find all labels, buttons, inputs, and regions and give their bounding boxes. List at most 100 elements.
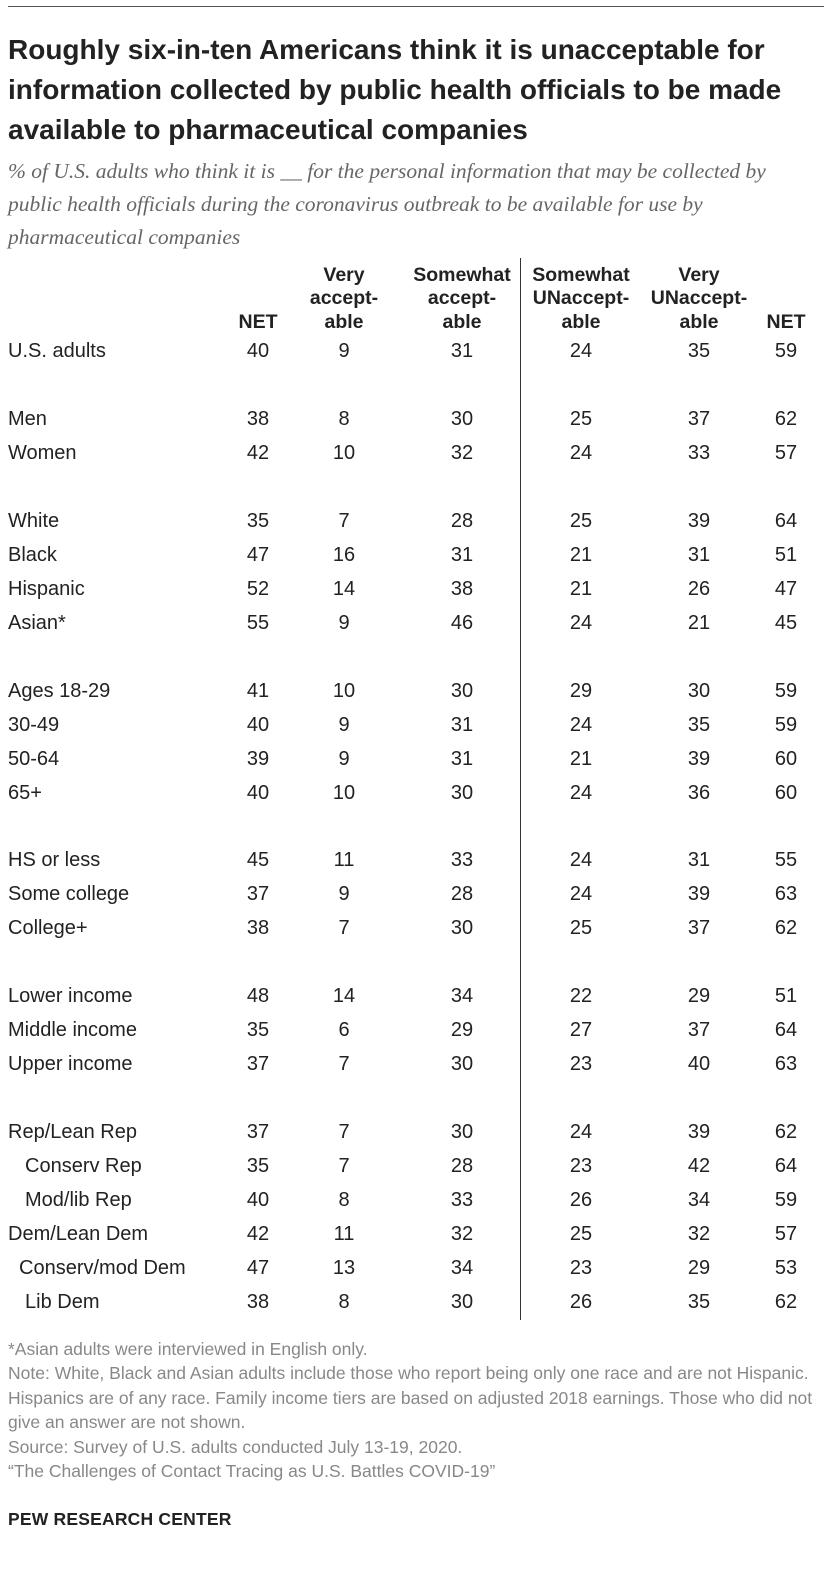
note-text: Note: White, Black and Asian adults incl… xyxy=(8,1363,813,1433)
data-cell: 34 xyxy=(450,1257,474,1279)
data-cell: 16 xyxy=(332,544,356,566)
data-cell: 47 xyxy=(774,578,798,600)
row-label-white: White xyxy=(8,510,60,532)
data-cell: 9 xyxy=(338,883,350,905)
report-title: “The Challenges of Contact Tracing as U.… xyxy=(8,1461,496,1482)
data-cell: 30 xyxy=(450,680,474,702)
data-cell: 62 xyxy=(774,917,798,939)
data-cell: 26 xyxy=(569,1189,593,1211)
data-cell: 38 xyxy=(246,917,270,939)
data-cell: 24 xyxy=(569,849,593,871)
column-header-line: Very xyxy=(323,263,365,286)
data-cell: 33 xyxy=(687,442,711,464)
row-label-rep-lean-rep: Rep/Lean Rep xyxy=(8,1121,137,1143)
data-cell: 30 xyxy=(450,1291,474,1313)
data-cell: 40 xyxy=(246,1189,270,1211)
data-cell: 37 xyxy=(687,1019,711,1041)
row-label-asian: Asian* xyxy=(8,612,66,634)
data-cell: 11 xyxy=(333,1223,355,1245)
data-cell: 31 xyxy=(450,714,474,736)
data-cell: 52 xyxy=(246,578,270,600)
data-cell: 24 xyxy=(569,1121,593,1143)
row-label-lower-income: Lower income xyxy=(8,985,133,1007)
data-cell: 23 xyxy=(569,1257,593,1279)
data-cell: 38 xyxy=(450,578,474,600)
data-cell: 8 xyxy=(338,408,350,430)
data-cell: 42 xyxy=(246,442,270,464)
acceptable-unacceptable-divider xyxy=(520,258,521,1320)
data-cell: 63 xyxy=(774,1053,798,1075)
data-cell: 40 xyxy=(246,714,270,736)
data-cell: 9 xyxy=(338,340,350,362)
column-header-line: able xyxy=(324,310,364,333)
data-cell: 23 xyxy=(569,1155,593,1177)
column-header-line: NET xyxy=(238,310,278,333)
data-cell: 7 xyxy=(338,1121,350,1143)
data-cell: 35 xyxy=(687,340,711,362)
column-header-line: able xyxy=(679,310,719,333)
data-cell: 35 xyxy=(246,510,270,532)
data-cell: 32 xyxy=(450,1223,474,1245)
row-label-dem-lean-dem: Dem/Lean Dem xyxy=(8,1223,149,1245)
data-cell: 25 xyxy=(569,1223,593,1245)
data-cell: 35 xyxy=(687,1291,711,1313)
column-header-line: NET xyxy=(766,310,806,333)
data-cell: 45 xyxy=(774,612,798,634)
data-cell: 8 xyxy=(338,1189,350,1211)
data-cell: 37 xyxy=(246,1121,270,1143)
data-cell: 9 xyxy=(338,612,350,634)
row-label-black: Black xyxy=(8,544,57,566)
data-cell: 9 xyxy=(338,748,350,770)
column-header-1: NET xyxy=(193,311,323,335)
data-cell: 30 xyxy=(450,408,474,430)
column-header-4: Somewhat UNaccept-able xyxy=(516,264,646,335)
row-label-college: College+ xyxy=(8,917,88,939)
data-cell: 7 xyxy=(338,510,350,532)
data-cell: 31 xyxy=(450,340,474,362)
data-cell: 26 xyxy=(569,1291,593,1313)
column-header-3: Somewhat accept-able xyxy=(397,264,527,335)
data-cell: 41 xyxy=(246,680,270,702)
data-cell: 13 xyxy=(332,1257,356,1279)
data-cell: 57 xyxy=(774,1223,798,1245)
footnote-asian: *Asian adults were interviewed in Englis… xyxy=(8,1339,368,1359)
row-label-women: Women xyxy=(8,442,77,464)
row-label-men: Men xyxy=(8,408,47,430)
data-cell: 23 xyxy=(569,1053,593,1075)
data-cell: 33 xyxy=(450,849,474,871)
chart-title: Roughly six-in-ten Americans think it is… xyxy=(8,34,782,145)
data-cell: 30 xyxy=(687,680,711,702)
data-cell: 42 xyxy=(687,1155,711,1177)
data-cell: 21 xyxy=(569,578,593,600)
data-cell: 24 xyxy=(569,442,593,464)
brand-label: PEW RESEARCH CENTER xyxy=(8,1509,232,1529)
data-cell: 35 xyxy=(246,1019,270,1041)
data-cell: 64 xyxy=(774,510,798,532)
column-header-line: able xyxy=(442,310,482,333)
data-cell: 28 xyxy=(450,1155,474,1177)
data-cell: 7 xyxy=(338,917,350,939)
data-cell: 14 xyxy=(332,578,356,600)
data-cell: 37 xyxy=(687,408,711,430)
data-cell: 60 xyxy=(774,748,798,770)
row-label-upper-income: Upper income xyxy=(8,1053,133,1075)
data-cell: 47 xyxy=(246,544,270,566)
data-cell: 51 xyxy=(774,985,798,1007)
data-cell: 46 xyxy=(450,612,474,634)
data-cell: 59 xyxy=(774,340,798,362)
data-cell: 29 xyxy=(569,680,593,702)
data-cell: 31 xyxy=(687,544,711,566)
data-cell: 8 xyxy=(338,1291,350,1313)
column-header-line: UNaccept- xyxy=(532,287,630,309)
row-label-conserv-rep: Conserv Rep xyxy=(25,1155,142,1177)
data-cell: 35 xyxy=(687,714,711,736)
data-cell: 40 xyxy=(246,782,270,804)
data-cell: 28 xyxy=(450,883,474,905)
data-cell: 7 xyxy=(338,1053,350,1075)
data-cell: 14 xyxy=(332,985,356,1007)
data-cell: 34 xyxy=(450,985,474,1007)
data-cell: 25 xyxy=(569,917,593,939)
data-cell: 37 xyxy=(246,1053,270,1075)
data-cell: 47 xyxy=(246,1257,270,1279)
data-cell: 64 xyxy=(774,1155,798,1177)
